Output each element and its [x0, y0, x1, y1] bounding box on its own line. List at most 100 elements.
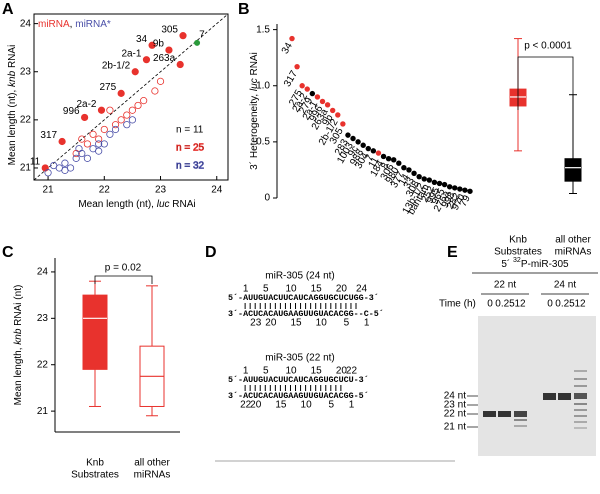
panel-letter: A: [2, 1, 14, 18]
y-tick-label: 23: [37, 313, 49, 324]
data-point: [391, 157, 397, 163]
data-point: [123, 111, 131, 119]
position-number: 20: [336, 284, 348, 295]
data-point: [345, 132, 351, 138]
data-point: [319, 98, 326, 105]
y-axis-title-part: knb: [13, 328, 24, 345]
data-point: [131, 68, 139, 76]
point-label: 2a-1: [121, 48, 141, 59]
legend-title-part: miRNA*: [75, 19, 111, 30]
lane-label: 0: [547, 299, 553, 310]
legend-title-part: miRNA: [38, 19, 70, 30]
highlight-point: [194, 39, 201, 46]
point-label: 317: [282, 69, 300, 89]
significance-bracket: [517, 56, 574, 148]
panel-letter: D: [205, 244, 217, 261]
point-label: 996: [63, 106, 80, 117]
y-tick-label: 22: [37, 359, 49, 370]
point-label: 2a-2: [76, 99, 96, 110]
data-point: [406, 167, 412, 173]
data-point: [151, 87, 159, 95]
y-tick-label: 22: [20, 114, 32, 125]
y-axis-title-part: luc: [249, 78, 260, 91]
data-point: [304, 86, 310, 92]
gel-title-part: 32: [513, 257, 521, 264]
data-point: [83, 140, 92, 148]
gel-title: 5´ 32P-miR-305: [501, 257, 569, 270]
x-axis-title-part: RNAi: [170, 199, 196, 210]
time-label: Time (h): [439, 299, 476, 310]
position-number: 20: [336, 366, 348, 377]
point-label: 9b: [320, 112, 335, 128]
legend-entry: n = 25: [176, 143, 205, 154]
data-point: [416, 173, 422, 180]
y-tick-label: 1.0: [256, 80, 270, 91]
point-label: 7: [364, 153, 377, 164]
data-point: [128, 106, 137, 114]
y-tick-label: 21: [20, 163, 32, 174]
gel-image: [478, 316, 596, 456]
lane-label: 0: [487, 299, 493, 310]
y-axis-title-part: RNAi (nt): [13, 285, 24, 329]
box-category-label: miRNAs: [555, 247, 592, 258]
x-axis-title-part: Mean length (nt),: [78, 199, 156, 210]
guide-strand: 5´-AUUGUACUUCAUCAGGUGCUCU-3´: [228, 375, 369, 385]
point-label: 14: [397, 172, 412, 188]
data-point: [156, 77, 165, 85]
data-point: [50, 161, 58, 170]
position-number: 5: [329, 400, 335, 411]
x-tick-label: 22: [99, 185, 111, 196]
position-number: 15: [311, 284, 323, 295]
gel-title-part: P-miR-305: [521, 259, 569, 270]
position-number: 1: [349, 400, 355, 411]
x-tick-label: 24: [211, 185, 223, 196]
x-axis-title-part: luc: [157, 199, 170, 210]
point-label: 275: [99, 82, 116, 93]
y-axis-title-part: RNAi: [249, 52, 260, 78]
box-category-label: Knb: [509, 235, 527, 246]
data-point: [375, 150, 382, 156]
data-point: [123, 121, 131, 129]
position-number: 5: [263, 366, 269, 377]
group-label: 22 nt: [494, 280, 516, 291]
data-point: [436, 180, 443, 187]
data-point: [83, 154, 92, 162]
data-point: [111, 125, 120, 134]
data-point: [97, 106, 106, 114]
data-point: [411, 170, 417, 177]
lane-label: 0.25: [555, 299, 575, 310]
position-number: 1: [364, 318, 370, 329]
data-point: [452, 185, 458, 191]
data-point: [294, 63, 300, 70]
position-number: 15: [290, 318, 302, 329]
data-point: [299, 83, 305, 89]
size-marker: 24 nt: [444, 391, 466, 402]
position-number: 10: [285, 284, 297, 295]
point-label: 79: [458, 193, 473, 209]
y-tick-label: 23: [20, 66, 32, 77]
data-point: [72, 154, 80, 162]
box-category-label: Knb: [86, 458, 104, 469]
point-label: 11: [30, 157, 41, 168]
y-axis-title-part: Mean length (nt),: [7, 87, 18, 165]
size-marker: 23 nt: [444, 400, 466, 411]
data-point: [128, 116, 137, 124]
legend-entry: n = 11: [176, 125, 204, 136]
box-category-label: Substrates: [71, 470, 119, 481]
position-number: 20: [265, 318, 277, 329]
data-point: [100, 140, 108, 148]
legend-title-part: ,: [70, 19, 76, 30]
data-point: [309, 90, 316, 97]
point-label: 305: [161, 24, 178, 35]
position-number: 10: [301, 400, 313, 411]
position-number: 5: [263, 284, 269, 295]
position-number: 1: [243, 284, 249, 295]
position-number: 20: [250, 400, 262, 411]
data-point: [61, 166, 69, 174]
data-point: [421, 176, 427, 182]
data-point: [140, 97, 148, 105]
legend-title: miRNA, miRNA*: [38, 19, 111, 30]
panel-letter: C: [2, 244, 14, 261]
y-tick-label: 0: [264, 193, 270, 204]
lane-label: 0.25: [495, 299, 515, 310]
